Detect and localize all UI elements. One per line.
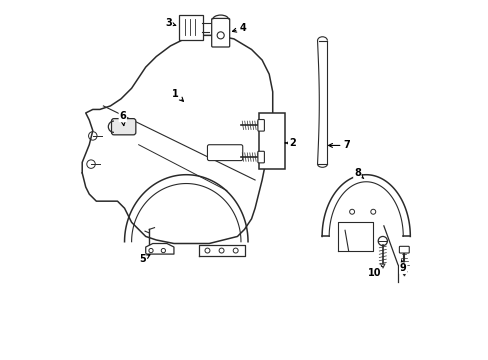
FancyBboxPatch shape (258, 113, 285, 170)
Text: 9: 9 (399, 260, 406, 273)
Text: 3: 3 (165, 18, 175, 28)
FancyBboxPatch shape (399, 246, 408, 253)
FancyBboxPatch shape (178, 15, 203, 40)
FancyBboxPatch shape (207, 145, 242, 161)
Text: 8: 8 (353, 168, 363, 179)
Text: 5: 5 (139, 255, 150, 264)
FancyBboxPatch shape (211, 18, 229, 47)
FancyBboxPatch shape (257, 151, 264, 163)
Text: 4: 4 (232, 23, 245, 33)
Text: 7: 7 (328, 140, 349, 150)
Text: 1: 1 (172, 89, 183, 101)
Text: 2: 2 (285, 138, 295, 148)
Text: 6: 6 (119, 112, 126, 126)
Text: 10: 10 (367, 267, 382, 278)
FancyBboxPatch shape (111, 118, 136, 135)
FancyBboxPatch shape (257, 120, 264, 131)
